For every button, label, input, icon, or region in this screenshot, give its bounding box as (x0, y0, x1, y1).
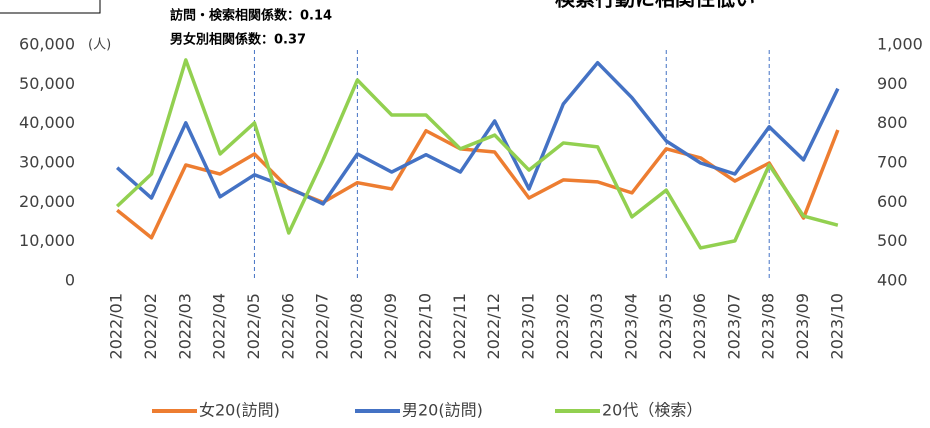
x-tick-label: 2022/08 (347, 293, 366, 359)
x-tick-label: 2023/08 (759, 293, 778, 359)
x-tick-label: 2022/09 (381, 293, 400, 359)
x-tick-label: 2022/10 (416, 293, 435, 359)
x-tick-label: 2023/05 (656, 293, 675, 359)
x-tick-label: 2022/11 (450, 293, 469, 359)
annotation: 訪問・検索相関係数：0.14 (170, 8, 332, 24)
x-tick-label: 2022/12 (484, 293, 503, 359)
box (0, 0, 101, 14)
y-tick-label: 40,000 (19, 113, 75, 132)
y2-tick-label: 600 (877, 192, 908, 211)
y-unit: (人) (88, 38, 111, 53)
x-tick-label: 2023/01 (518, 293, 537, 359)
y-tick-label: 20,000 (19, 192, 75, 211)
x-tick-label: 2023/04 (621, 293, 640, 359)
x-tick-label: 2022/02 (141, 293, 160, 359)
series-line (116, 60, 840, 206)
x-tick-label: 2022/05 (244, 293, 263, 359)
legend-label: 20代（検索） (602, 401, 702, 420)
chart-title: 検索行動に相関性低い (555, 0, 755, 11)
x-tick-label: 2022/06 (278, 293, 297, 359)
x-tick-label: 2023/02 (553, 293, 572, 359)
x-tick-label: 2022/01 (107, 293, 126, 359)
y-tick-label: 0 (65, 271, 75, 290)
y-tick-label: 60,000 (19, 35, 75, 54)
x-tick-label: 2022/03 (175, 293, 194, 359)
legend-label: 女20(訪問) (199, 401, 280, 420)
x-tick-label: 2023/06 (690, 293, 709, 359)
y2-tick-label: 1,000 (877, 35, 923, 54)
y-tick-label: 50,000 (19, 74, 75, 93)
y2-tick-label: 700 (877, 153, 908, 172)
x-tick-label: 2022/07 (313, 293, 332, 359)
y2-tick-label: 800 (877, 113, 908, 132)
legend-label: 男20(訪問) (402, 401, 483, 420)
x-tick-label: 2023/10 (827, 293, 846, 359)
annotation: 男女別相関係数：0.37 (170, 32, 306, 48)
x-tick-label: 2023/07 (724, 293, 743, 359)
series-line (115, 58, 839, 250)
y2-tick-label: 500 (877, 231, 908, 250)
x-tick-label: 2023/03 (587, 293, 606, 359)
y-tick-label: 10,000 (19, 231, 75, 250)
x-tick-label: 2022/04 (210, 293, 229, 359)
y2-tick-label: 400 (877, 271, 908, 290)
y2-tick-label: 900 (877, 74, 908, 93)
y-tick-label: 30,000 (19, 153, 75, 172)
x-tick-label: 2023/09 (793, 293, 812, 359)
